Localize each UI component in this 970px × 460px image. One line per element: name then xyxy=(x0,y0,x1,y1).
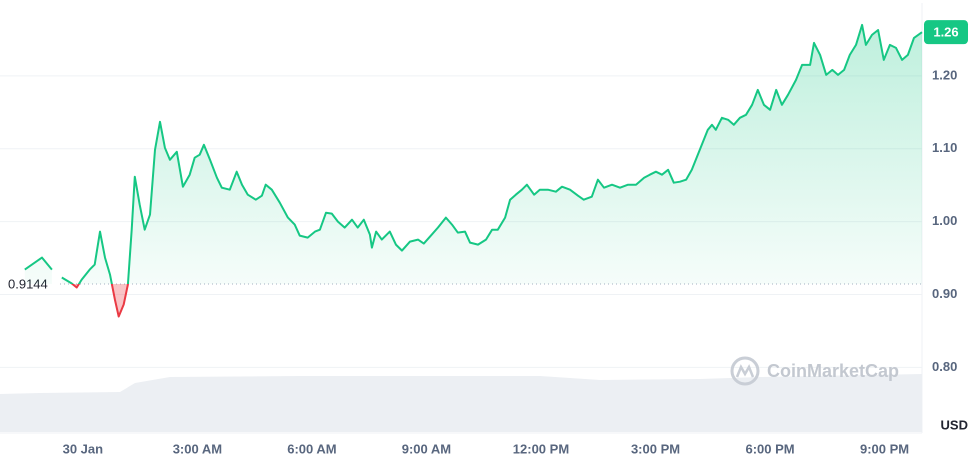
watermark-logo xyxy=(730,356,760,386)
x-tick-label: 12:00 PM xyxy=(513,441,569,456)
watermark: CoinMarketCap xyxy=(730,356,899,386)
x-tick-label: 9:00 PM xyxy=(860,441,909,456)
x-tick-label: 30 Jan xyxy=(63,441,104,456)
x-tick-label: 9:00 AM xyxy=(402,441,451,456)
y-tick-label: 0.90 xyxy=(932,286,957,301)
y-tick-label: 1.10 xyxy=(932,140,957,155)
y-tick-label: 1.00 xyxy=(932,213,957,228)
x-tick-label: 3:00 AM xyxy=(173,441,222,456)
last-price-label: 1.26 xyxy=(933,25,958,40)
watermark-text: CoinMarketCap xyxy=(767,361,899,381)
x-tick-label: 6:00 AM xyxy=(287,441,336,456)
x-tick-label: 6:00 PM xyxy=(745,441,794,456)
y-tick-label: 0.80 xyxy=(932,359,957,374)
x-tick-label: 3:00 PM xyxy=(631,441,680,456)
volume-area xyxy=(0,374,922,432)
last-price-tag xyxy=(924,20,968,45)
price-area xyxy=(24,24,923,317)
plot: 1.26 xyxy=(24,20,968,318)
price-line xyxy=(24,23,923,318)
currency-label: USD xyxy=(941,417,968,432)
watermark-logo-mark xyxy=(735,364,755,378)
y-tick-label: 1.20 xyxy=(932,67,957,82)
